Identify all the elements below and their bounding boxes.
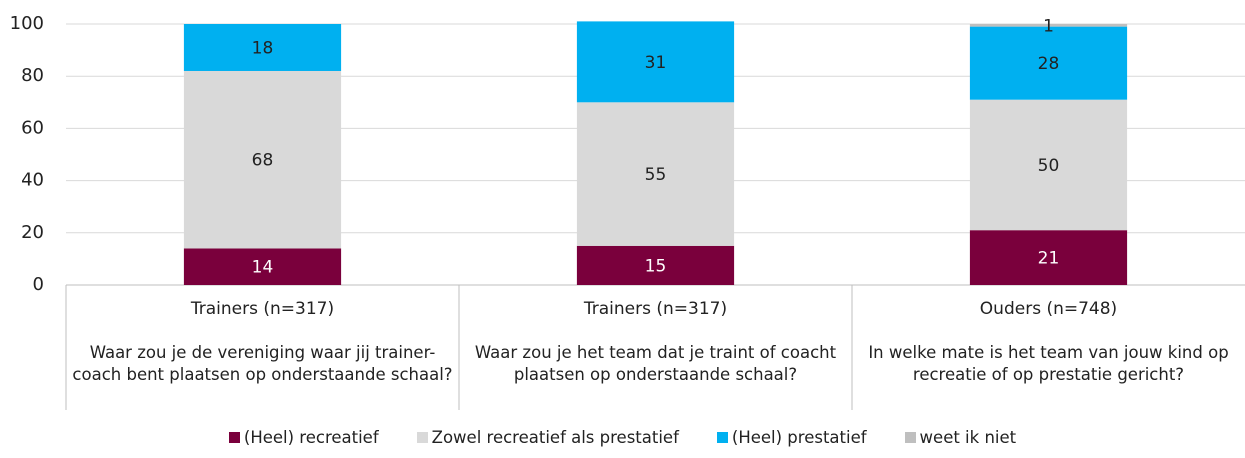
- legend-swatch: [228, 432, 240, 443]
- data-label: 68: [252, 151, 274, 171]
- legend-item: weet ik niet: [904, 428, 1017, 447]
- bar-segment: [969, 24, 1128, 27]
- bar-segment: [183, 248, 342, 285]
- y-tick-label: 20: [21, 222, 44, 243]
- legend-swatch: [416, 432, 428, 443]
- bar-segment: [969, 99, 1128, 231]
- bar-segment: [969, 26, 1128, 100]
- data-label: 15: [645, 256, 667, 276]
- data-label: 28: [1038, 54, 1060, 74]
- y-tick-label: 60: [21, 117, 44, 138]
- bar-segment: [576, 21, 735, 103]
- legend-label: Zowel recreatief als prestatief: [431, 428, 679, 447]
- category-question: Waar zou je het team dat je traint of co…: [474, 343, 837, 384]
- data-label: 14: [252, 258, 274, 278]
- x-tick-label: Ouders (n=748): [980, 299, 1117, 319]
- legend-item: (Heel) prestatief: [716, 428, 867, 447]
- y-tick-label: 0: [33, 274, 44, 295]
- data-label: 21: [1038, 249, 1060, 269]
- legend-swatch: [904, 432, 916, 443]
- data-label: 31: [645, 53, 667, 73]
- x-tick-label: Trainers (n=317): [190, 299, 334, 319]
- legend-label: (Heel) prestatief: [731, 428, 867, 447]
- legend-item: (Heel) recreatief: [228, 428, 379, 447]
- legend-item: Zowel recreatief als prestatief: [416, 428, 679, 447]
- y-tick-label: 40: [21, 170, 44, 191]
- category-question: In welke mate is het team van jouw kind …: [868, 343, 1229, 384]
- data-label: 55: [645, 165, 667, 185]
- x-tick-label: Trainers (n=317): [583, 299, 727, 319]
- y-tick-label: 100: [10, 13, 44, 34]
- legend-swatch: [716, 432, 728, 443]
- data-label: 18: [252, 38, 274, 58]
- bar-segment: [969, 230, 1128, 285]
- y-tick-label: 80: [21, 65, 44, 86]
- legend: (Heel) recreatief Zowel recreatief als pr…: [0, 428, 1245, 447]
- bar-segment: [576, 102, 735, 246]
- data-label: 1: [1043, 16, 1054, 36]
- legend-label: (Heel) recreatief: [243, 428, 379, 447]
- bar-segment: [183, 24, 342, 71]
- legend-label: weet ik niet: [919, 428, 1017, 447]
- category-question: Waar zou je de vereniging waar jij train…: [72, 343, 453, 384]
- bar-segment: [183, 70, 342, 249]
- data-label: 50: [1038, 156, 1060, 176]
- bar-segment: [576, 245, 735, 285]
